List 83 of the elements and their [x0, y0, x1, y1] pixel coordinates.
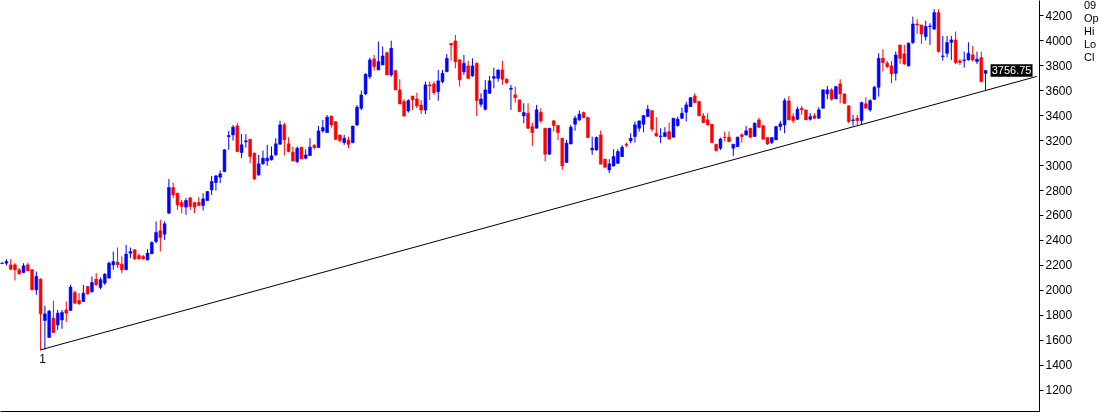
- candlestick: [120, 256, 124, 274]
- candlestick: [231, 124, 235, 142]
- y-tick-label: 4000: [1045, 33, 1073, 48]
- candlestick: [162, 220, 167, 241]
- candlestick: [923, 20, 928, 42]
- candlestick: [470, 57, 475, 78]
- candlestick: [13, 262, 17, 282]
- y-tick-label: 4200: [1045, 8, 1073, 23]
- candlestick: [975, 51, 979, 65]
- y-tick-label: 1400: [1045, 358, 1073, 373]
- candlestick: [526, 102, 530, 130]
- candlestick: [244, 133, 248, 149]
- candlestick: [43, 305, 47, 351]
- candlestick: [851, 114, 855, 127]
- candlestick: [51, 300, 56, 334]
- candlestick: [509, 84, 513, 111]
- candlestick: [449, 42, 453, 62]
- candlestick: [671, 117, 676, 138]
- y-tick-label: 1600: [1045, 333, 1073, 348]
- y-tick-label: 3800: [1045, 58, 1073, 73]
- candlestick: [894, 51, 898, 82]
- candlestick: [727, 131, 731, 143]
- candlestick: [522, 102, 526, 124]
- candlestick: [889, 60, 894, 84]
- text: 09: [1084, 0, 1097, 11]
- text: Cl: [1084, 51, 1095, 63]
- candlestick: [214, 174, 218, 192]
- candlestick: [201, 192, 205, 211]
- text: Lo: [1084, 38, 1097, 50]
- candlestick: [821, 88, 825, 109]
- annotation: 1: [39, 352, 47, 367]
- y-tick-label: 2200: [1045, 258, 1073, 273]
- candlestick: [534, 104, 539, 129]
- candlestick: [744, 125, 748, 137]
- candlestick: [68, 284, 73, 311]
- candlestick: [308, 137, 312, 157]
- candlestick: [479, 92, 483, 108]
- candlestick: [941, 35, 945, 62]
- candlestick: [483, 79, 488, 112]
- candlestick: [428, 81, 432, 101]
- candlestick: [979, 51, 983, 84]
- candlestick: [209, 175, 214, 196]
- candlestick: [376, 41, 381, 71]
- candlestick: [184, 197, 188, 216]
- candlestick: [500, 60, 505, 86]
- annotation: 3756.75: [991, 63, 1032, 76]
- candlestick: [663, 126, 667, 138]
- candlestick: [881, 48, 885, 73]
- y-tick-label: 3000: [1045, 158, 1073, 173]
- text: Op: [1084, 12, 1099, 24]
- candlestick: [650, 110, 654, 133]
- candlestick: [239, 133, 244, 159]
- candlestick: [462, 54, 466, 76]
- candlestick: [898, 44, 902, 65]
- candlestick: [34, 271, 39, 296]
- candlestick: [902, 44, 907, 66]
- candlestick: [915, 18, 919, 35]
- candlestick: [945, 35, 949, 58]
- candlestick: [654, 116, 659, 138]
- y-tick-label: 2600: [1045, 208, 1073, 223]
- y-tick-label: 2000: [1045, 283, 1073, 298]
- candlestick: [723, 131, 727, 143]
- y-tick-label: 2800: [1045, 183, 1073, 198]
- candlestick: [56, 309, 60, 331]
- candlestick: [64, 301, 68, 323]
- candlestick: [124, 244, 128, 271]
- candlestick: [633, 121, 637, 144]
- candlestick: [77, 292, 81, 306]
- text: Hi: [1084, 25, 1095, 37]
- candlestick: [158, 219, 163, 252]
- y-tick-label: 3200: [1045, 133, 1073, 148]
- candlestick: [256, 154, 261, 177]
- candlestick: [787, 95, 791, 121]
- candlestick: [282, 122, 287, 157]
- candlestick: [949, 35, 954, 61]
- candlestick: [953, 31, 958, 65]
- candlestick: [60, 309, 64, 330]
- y-tick-label: 2400: [1045, 233, 1073, 248]
- y-tick-label: 3600: [1045, 83, 1073, 98]
- candlestick: [115, 247, 120, 269]
- y-tick-label: 1800: [1045, 308, 1073, 323]
- y-tick-label: 3400: [1045, 108, 1073, 123]
- y-tick-label: 1200: [1045, 383, 1073, 398]
